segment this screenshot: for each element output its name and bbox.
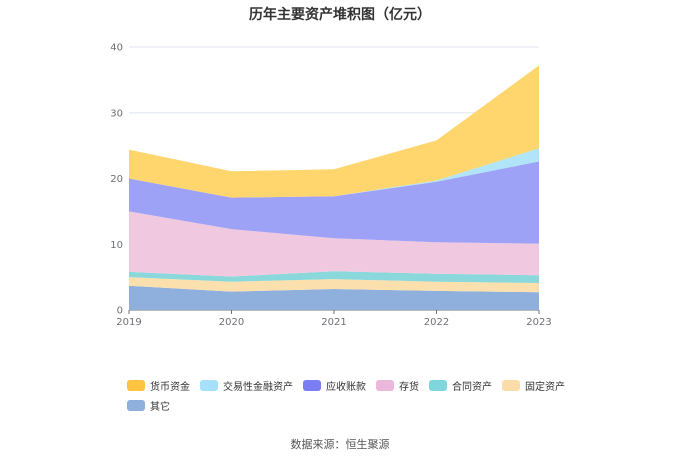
y-tick-label: 10 (110, 240, 123, 251)
legend-item[interactable]: 其它 (127, 398, 170, 413)
y-tick-label: 40 (110, 43, 123, 54)
legend-swatch (303, 379, 321, 391)
x-tick-label: 2022 (424, 317, 449, 328)
legend-item[interactable]: 合同资产 (429, 378, 492, 393)
legend-label: 货币资金 (150, 381, 190, 393)
legend-swatch (200, 379, 218, 391)
area-series (129, 65, 539, 198)
legend-label: 其它 (150, 401, 170, 413)
legend-swatch (502, 379, 520, 391)
y-tick-label: 20 (110, 174, 123, 185)
legend-item[interactable]: 应收账款 (303, 378, 366, 393)
x-tick-label: 2021 (321, 317, 346, 328)
legend-label: 存货 (399, 381, 419, 393)
area-chart: 0 10 20 30 40 2019 2020 2021 2022 2023 (110, 43, 551, 329)
legend-item[interactable]: 固定资产 (502, 378, 565, 393)
legend-item[interactable]: 交易性金融资产 (200, 378, 293, 393)
data-source: 数据来源：恒生聚源 (290, 438, 390, 451)
legend-item[interactable]: 货币资金 (127, 378, 190, 393)
area-series (129, 277, 539, 293)
legend-label: 交易性金融资产 (223, 381, 293, 393)
legend-swatch (127, 379, 145, 391)
area-series (129, 211, 539, 277)
y-tick-label: 30 (110, 108, 123, 119)
area-series (129, 161, 539, 244)
legend: 货币资金 交易性金融资产 应收账款 存货 合同资产 固定资产其它 (127, 378, 597, 418)
legend-label: 合同资产 (452, 381, 492, 393)
legend-item[interactable]: 存货 (376, 378, 419, 393)
legend-label: 应收账款 (326, 381, 366, 393)
chart-title: 历年主要资产堆积图（亿元） (249, 7, 431, 23)
x-tick-label: 2019 (116, 317, 141, 328)
x-tick-label: 2023 (526, 317, 551, 328)
legend-swatch (127, 399, 145, 411)
legend-swatch (376, 379, 394, 391)
area-series (129, 285, 539, 310)
legend-label: 固定资产 (525, 381, 565, 393)
area-series (129, 271, 539, 283)
x-tick-label: 2020 (219, 317, 244, 328)
legend-swatch (429, 379, 447, 391)
y-tick-label: 0 (117, 306, 123, 317)
